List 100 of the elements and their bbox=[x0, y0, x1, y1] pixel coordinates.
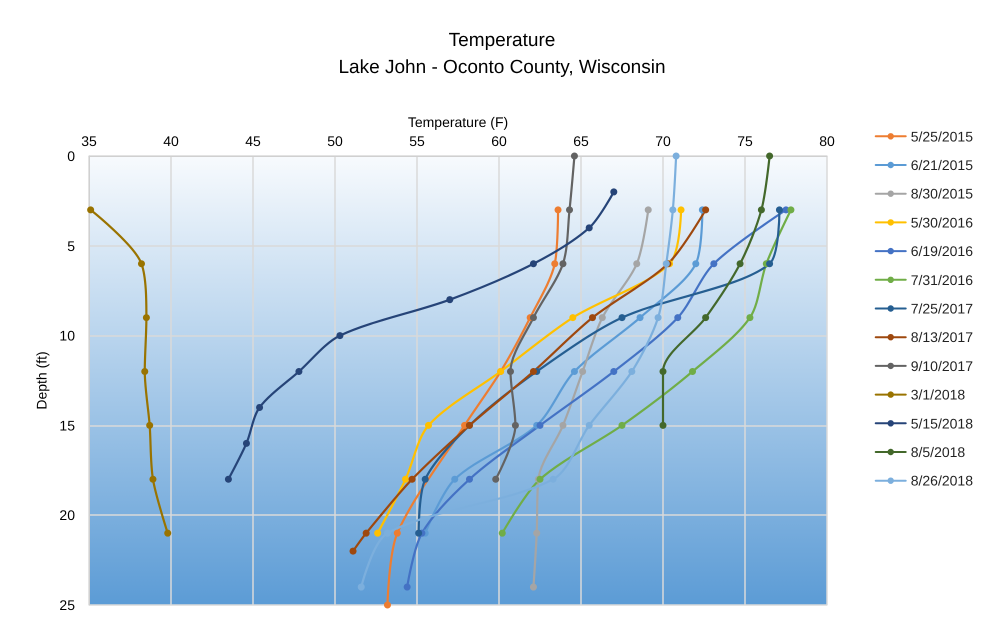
point bbox=[424, 422, 432, 429]
point bbox=[138, 260, 145, 268]
legend-label: 8/13/2017 bbox=[910, 329, 974, 346]
point bbox=[149, 476, 156, 483]
legend-label: 8/30/2015 bbox=[910, 186, 974, 202]
point bbox=[588, 314, 596, 322]
point bbox=[533, 530, 540, 537]
point bbox=[141, 368, 148, 376]
point bbox=[672, 152, 680, 160]
legend-label: 7/31/2016 bbox=[910, 272, 974, 288]
point bbox=[766, 260, 774, 268]
point bbox=[550, 476, 557, 483]
point bbox=[736, 260, 744, 268]
point bbox=[570, 368, 578, 376]
point bbox=[559, 260, 566, 268]
point bbox=[579, 368, 586, 376]
point bbox=[374, 530, 382, 537]
point bbox=[554, 206, 562, 214]
point bbox=[492, 476, 500, 483]
point bbox=[422, 476, 429, 483]
point bbox=[678, 206, 685, 214]
point bbox=[586, 224, 593, 232]
point bbox=[384, 530, 391, 537]
point bbox=[402, 476, 410, 483]
point bbox=[660, 422, 666, 429]
point bbox=[498, 530, 506, 537]
point bbox=[618, 314, 626, 322]
point bbox=[586, 422, 593, 429]
point bbox=[530, 314, 537, 322]
x-tick-label: 55 bbox=[409, 133, 425, 149]
point bbox=[569, 314, 576, 322]
point bbox=[224, 476, 232, 483]
legend-label: 7/25/2017 bbox=[910, 300, 974, 316]
point bbox=[628, 368, 636, 376]
x-tick-label: 35 bbox=[81, 133, 97, 149]
point bbox=[358, 584, 365, 591]
x-tick-label: 70 bbox=[655, 133, 671, 149]
legend-label: 9/10/2017 bbox=[910, 358, 974, 374]
x-tick-label: 60 bbox=[491, 133, 507, 149]
point bbox=[295, 368, 302, 376]
point bbox=[530, 584, 537, 591]
y-tick-label: 10 bbox=[59, 328, 76, 344]
point bbox=[702, 206, 710, 214]
point bbox=[559, 422, 566, 429]
point bbox=[362, 530, 370, 537]
x-tick-label: 80 bbox=[819, 133, 835, 149]
point bbox=[512, 422, 519, 429]
legend-label: 3/1/2018 bbox=[910, 386, 966, 403]
point bbox=[633, 260, 640, 268]
x-tick-label: 40 bbox=[163, 133, 179, 149]
point bbox=[766, 152, 774, 160]
point bbox=[336, 332, 344, 340]
point bbox=[776, 206, 783, 214]
point bbox=[758, 206, 765, 214]
point bbox=[408, 476, 416, 483]
point bbox=[530, 260, 537, 268]
x-tick-label: 75 bbox=[737, 133, 753, 149]
point bbox=[746, 314, 754, 322]
point bbox=[636, 314, 644, 322]
point bbox=[404, 584, 411, 591]
point bbox=[142, 314, 150, 322]
point bbox=[384, 602, 391, 608]
legend-label: 5/25/2015 bbox=[910, 128, 974, 144]
point bbox=[710, 260, 718, 268]
point bbox=[566, 206, 574, 214]
x-axis-title: Temperature (F) bbox=[408, 114, 508, 130]
chart-title: Temperature bbox=[448, 30, 556, 51]
point bbox=[598, 314, 606, 322]
point bbox=[146, 422, 154, 429]
point bbox=[660, 368, 666, 376]
point bbox=[610, 368, 618, 376]
point bbox=[394, 530, 401, 537]
y-tick-label: 20 bbox=[59, 507, 76, 524]
point bbox=[787, 206, 794, 214]
point bbox=[451, 476, 458, 483]
point bbox=[536, 422, 544, 429]
legend-label: 8/5/2018 bbox=[910, 444, 966, 460]
point bbox=[466, 476, 473, 483]
legend-label: 6/21/2015 bbox=[910, 157, 974, 173]
point bbox=[530, 368, 537, 376]
point bbox=[350, 548, 357, 555]
point bbox=[610, 188, 618, 196]
point bbox=[674, 314, 682, 322]
point bbox=[446, 296, 454, 304]
point bbox=[242, 440, 250, 447]
point bbox=[654, 314, 662, 322]
point bbox=[692, 260, 700, 268]
x-tick-label: 45 bbox=[245, 133, 261, 149]
legend-label: 6/19/2016 bbox=[910, 243, 974, 260]
point bbox=[256, 404, 264, 411]
chart-subtitle: Lake John - Oconto County, Wisconsin bbox=[338, 57, 666, 78]
point bbox=[669, 206, 676, 214]
point bbox=[689, 368, 696, 376]
legend-label: 5/30/2016 bbox=[910, 214, 974, 230]
legend-label: 8/26/2018 bbox=[910, 472, 974, 489]
point bbox=[164, 530, 172, 537]
point bbox=[644, 206, 652, 214]
y-tick-label: 25 bbox=[59, 597, 76, 613]
y-tick-label: 15 bbox=[59, 417, 76, 434]
y-tick-label: 0 bbox=[67, 148, 76, 164]
